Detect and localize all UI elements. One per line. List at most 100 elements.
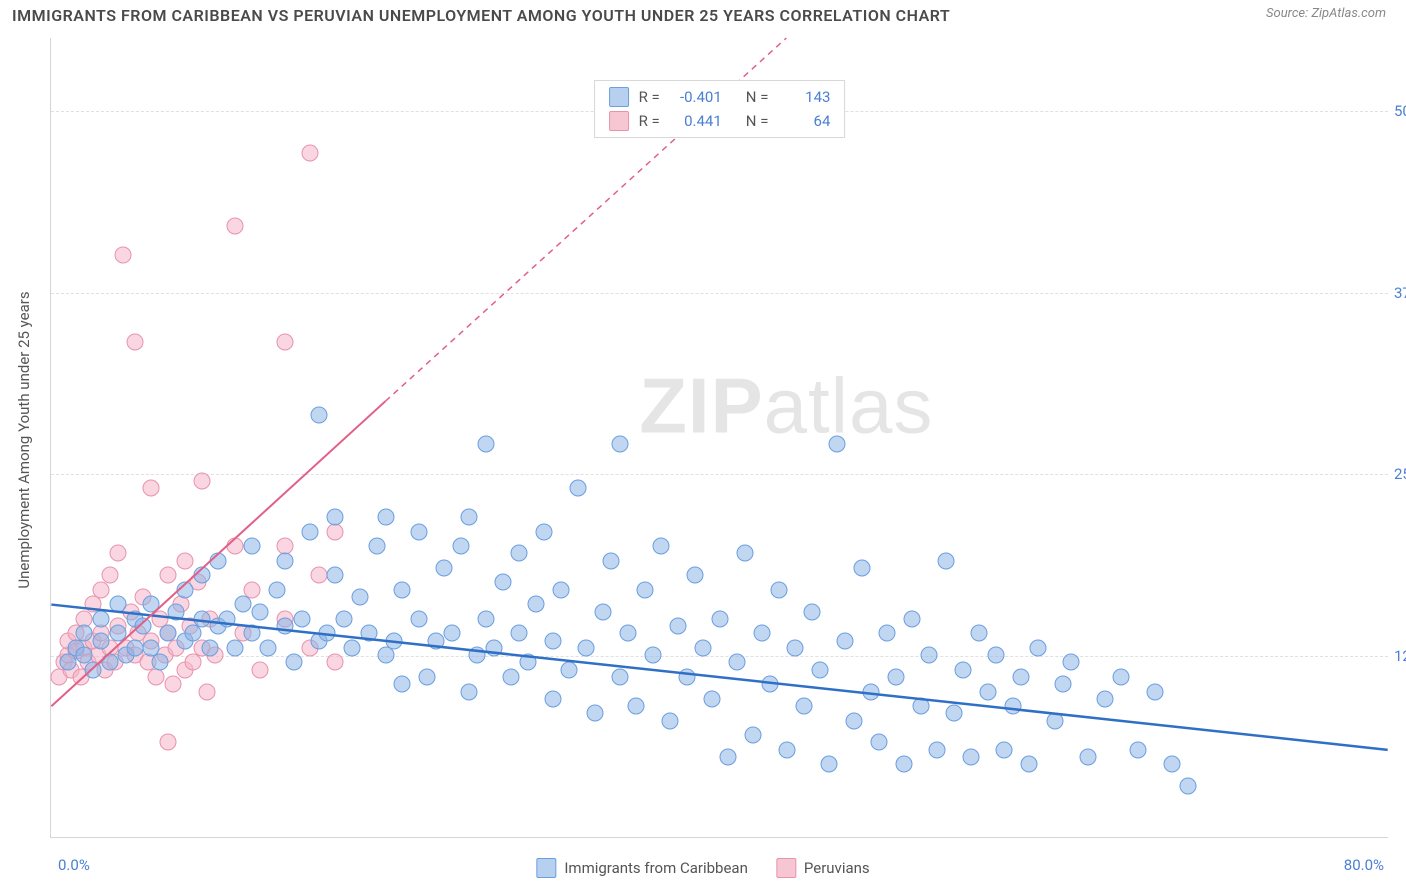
datapoint-peruvians — [302, 145, 319, 162]
datapoint-caribbean — [645, 647, 662, 664]
datapoint-caribbean — [770, 581, 787, 598]
datapoint-caribbean — [720, 749, 737, 766]
datapoint-caribbean — [335, 610, 352, 627]
datapoint-caribbean — [377, 509, 394, 526]
datapoint-peruvians — [226, 218, 243, 235]
datapoint-peruvians — [143, 479, 160, 496]
datapoint-caribbean — [461, 683, 478, 700]
y-tick-label: 12.5% — [1394, 647, 1406, 665]
datapoint-caribbean — [277, 552, 294, 569]
datapoint-caribbean — [410, 523, 427, 540]
datapoint-caribbean — [226, 639, 243, 656]
datapoint-caribbean — [143, 596, 160, 613]
datapoint-caribbean — [1063, 654, 1080, 671]
datapoint-caribbean — [1004, 698, 1021, 715]
datapoint-caribbean — [611, 436, 628, 453]
datapoint-caribbean — [987, 647, 1004, 664]
datapoint-peruvians — [160, 734, 177, 751]
datapoint-caribbean — [1054, 676, 1071, 693]
datapoint-caribbean — [678, 669, 695, 686]
n-label: N = — [746, 88, 769, 106]
datapoint-caribbean — [302, 523, 319, 540]
datapoint-caribbean — [829, 436, 846, 453]
datapoint-peruvians — [109, 545, 126, 562]
datapoint-caribbean — [511, 545, 528, 562]
datapoint-caribbean — [536, 523, 553, 540]
datapoint-peruvians — [176, 552, 193, 569]
datapoint-caribbean — [168, 603, 185, 620]
datapoint-peruvians — [327, 654, 344, 671]
datapoint-caribbean — [854, 559, 871, 576]
y-axis-title: Unemployment Among Youth under 25 years — [15, 291, 33, 588]
datapoint-peruvians — [165, 676, 182, 693]
datapoint-caribbean — [1163, 756, 1180, 773]
datapoint-caribbean — [544, 690, 561, 707]
r-label: R = — [639, 112, 660, 130]
datapoint-caribbean — [101, 654, 118, 671]
datapoint-caribbean — [1046, 712, 1063, 729]
legend-swatch — [776, 858, 796, 878]
datapoint-caribbean — [561, 661, 578, 678]
datapoint-caribbean — [519, 654, 536, 671]
datapoint-caribbean — [636, 581, 653, 598]
datapoint-peruvians — [114, 247, 131, 264]
datapoint-peruvians — [252, 661, 269, 678]
datapoint-caribbean — [578, 639, 595, 656]
datapoint-caribbean — [787, 639, 804, 656]
datapoint-peruvians — [126, 334, 143, 351]
datapoint-peruvians — [93, 581, 110, 598]
datapoint-caribbean — [962, 749, 979, 766]
source-attribution: Source: ZipAtlas.com — [1266, 6, 1386, 21]
legend-label: Immigrants from Caribbean — [564, 859, 748, 877]
datapoint-caribbean — [59, 654, 76, 671]
datapoint-peruvians — [277, 334, 294, 351]
gridline — [51, 293, 1388, 294]
legend-swatch — [609, 87, 629, 107]
datapoint-caribbean — [594, 603, 611, 620]
datapoint-caribbean — [553, 581, 570, 598]
gridline — [51, 474, 1388, 475]
n-label: N = — [746, 112, 769, 130]
datapoint-caribbean — [686, 567, 703, 584]
datapoint-peruvians — [327, 523, 344, 540]
chart-title: IMMIGRANTS FROM CARIBBEAN VS PERUVIAN UN… — [12, 6, 950, 25]
datapoint-peruvians — [185, 654, 202, 671]
datapoint-caribbean — [394, 581, 411, 598]
datapoint-caribbean — [979, 683, 996, 700]
datapoint-caribbean — [895, 756, 912, 773]
datapoint-caribbean — [76, 625, 93, 642]
datapoint-caribbean — [762, 676, 779, 693]
datapoint-caribbean — [134, 618, 151, 635]
r-value: 0.441 — [670, 112, 722, 130]
y-tick-label: 50.0% — [1394, 102, 1406, 120]
datapoint-caribbean — [410, 610, 427, 627]
datapoint-peruvians — [148, 669, 165, 686]
datapoint-caribbean — [502, 669, 519, 686]
datapoint-caribbean — [210, 552, 227, 569]
watermark: ZIPatlas — [639, 360, 933, 451]
datapoint-caribbean — [670, 618, 687, 635]
datapoint-caribbean — [419, 669, 436, 686]
datapoint-caribbean — [1013, 669, 1030, 686]
datapoint-caribbean — [996, 741, 1013, 758]
datapoint-caribbean — [218, 610, 235, 627]
datapoint-caribbean — [1096, 690, 1113, 707]
datapoint-caribbean — [268, 581, 285, 598]
datapoint-caribbean — [310, 407, 327, 424]
datapoint-caribbean — [929, 741, 946, 758]
n-value: 64 — [778, 112, 830, 130]
datapoint-caribbean — [845, 712, 862, 729]
correlation-legend: R =-0.401N =143R =0.441N =64 — [594, 80, 846, 138]
datapoint-caribbean — [611, 669, 628, 686]
datapoint-caribbean — [377, 647, 394, 664]
datapoint-caribbean — [812, 661, 829, 678]
datapoint-caribbean — [193, 567, 210, 584]
datapoint-caribbean — [1079, 749, 1096, 766]
datapoint-caribbean — [946, 705, 963, 722]
datapoint-caribbean — [544, 632, 561, 649]
datapoint-caribbean — [93, 632, 110, 649]
datapoint-peruvians — [226, 538, 243, 555]
datapoint-caribbean — [887, 669, 904, 686]
datapoint-caribbean — [193, 610, 210, 627]
datapoint-caribbean — [285, 654, 302, 671]
